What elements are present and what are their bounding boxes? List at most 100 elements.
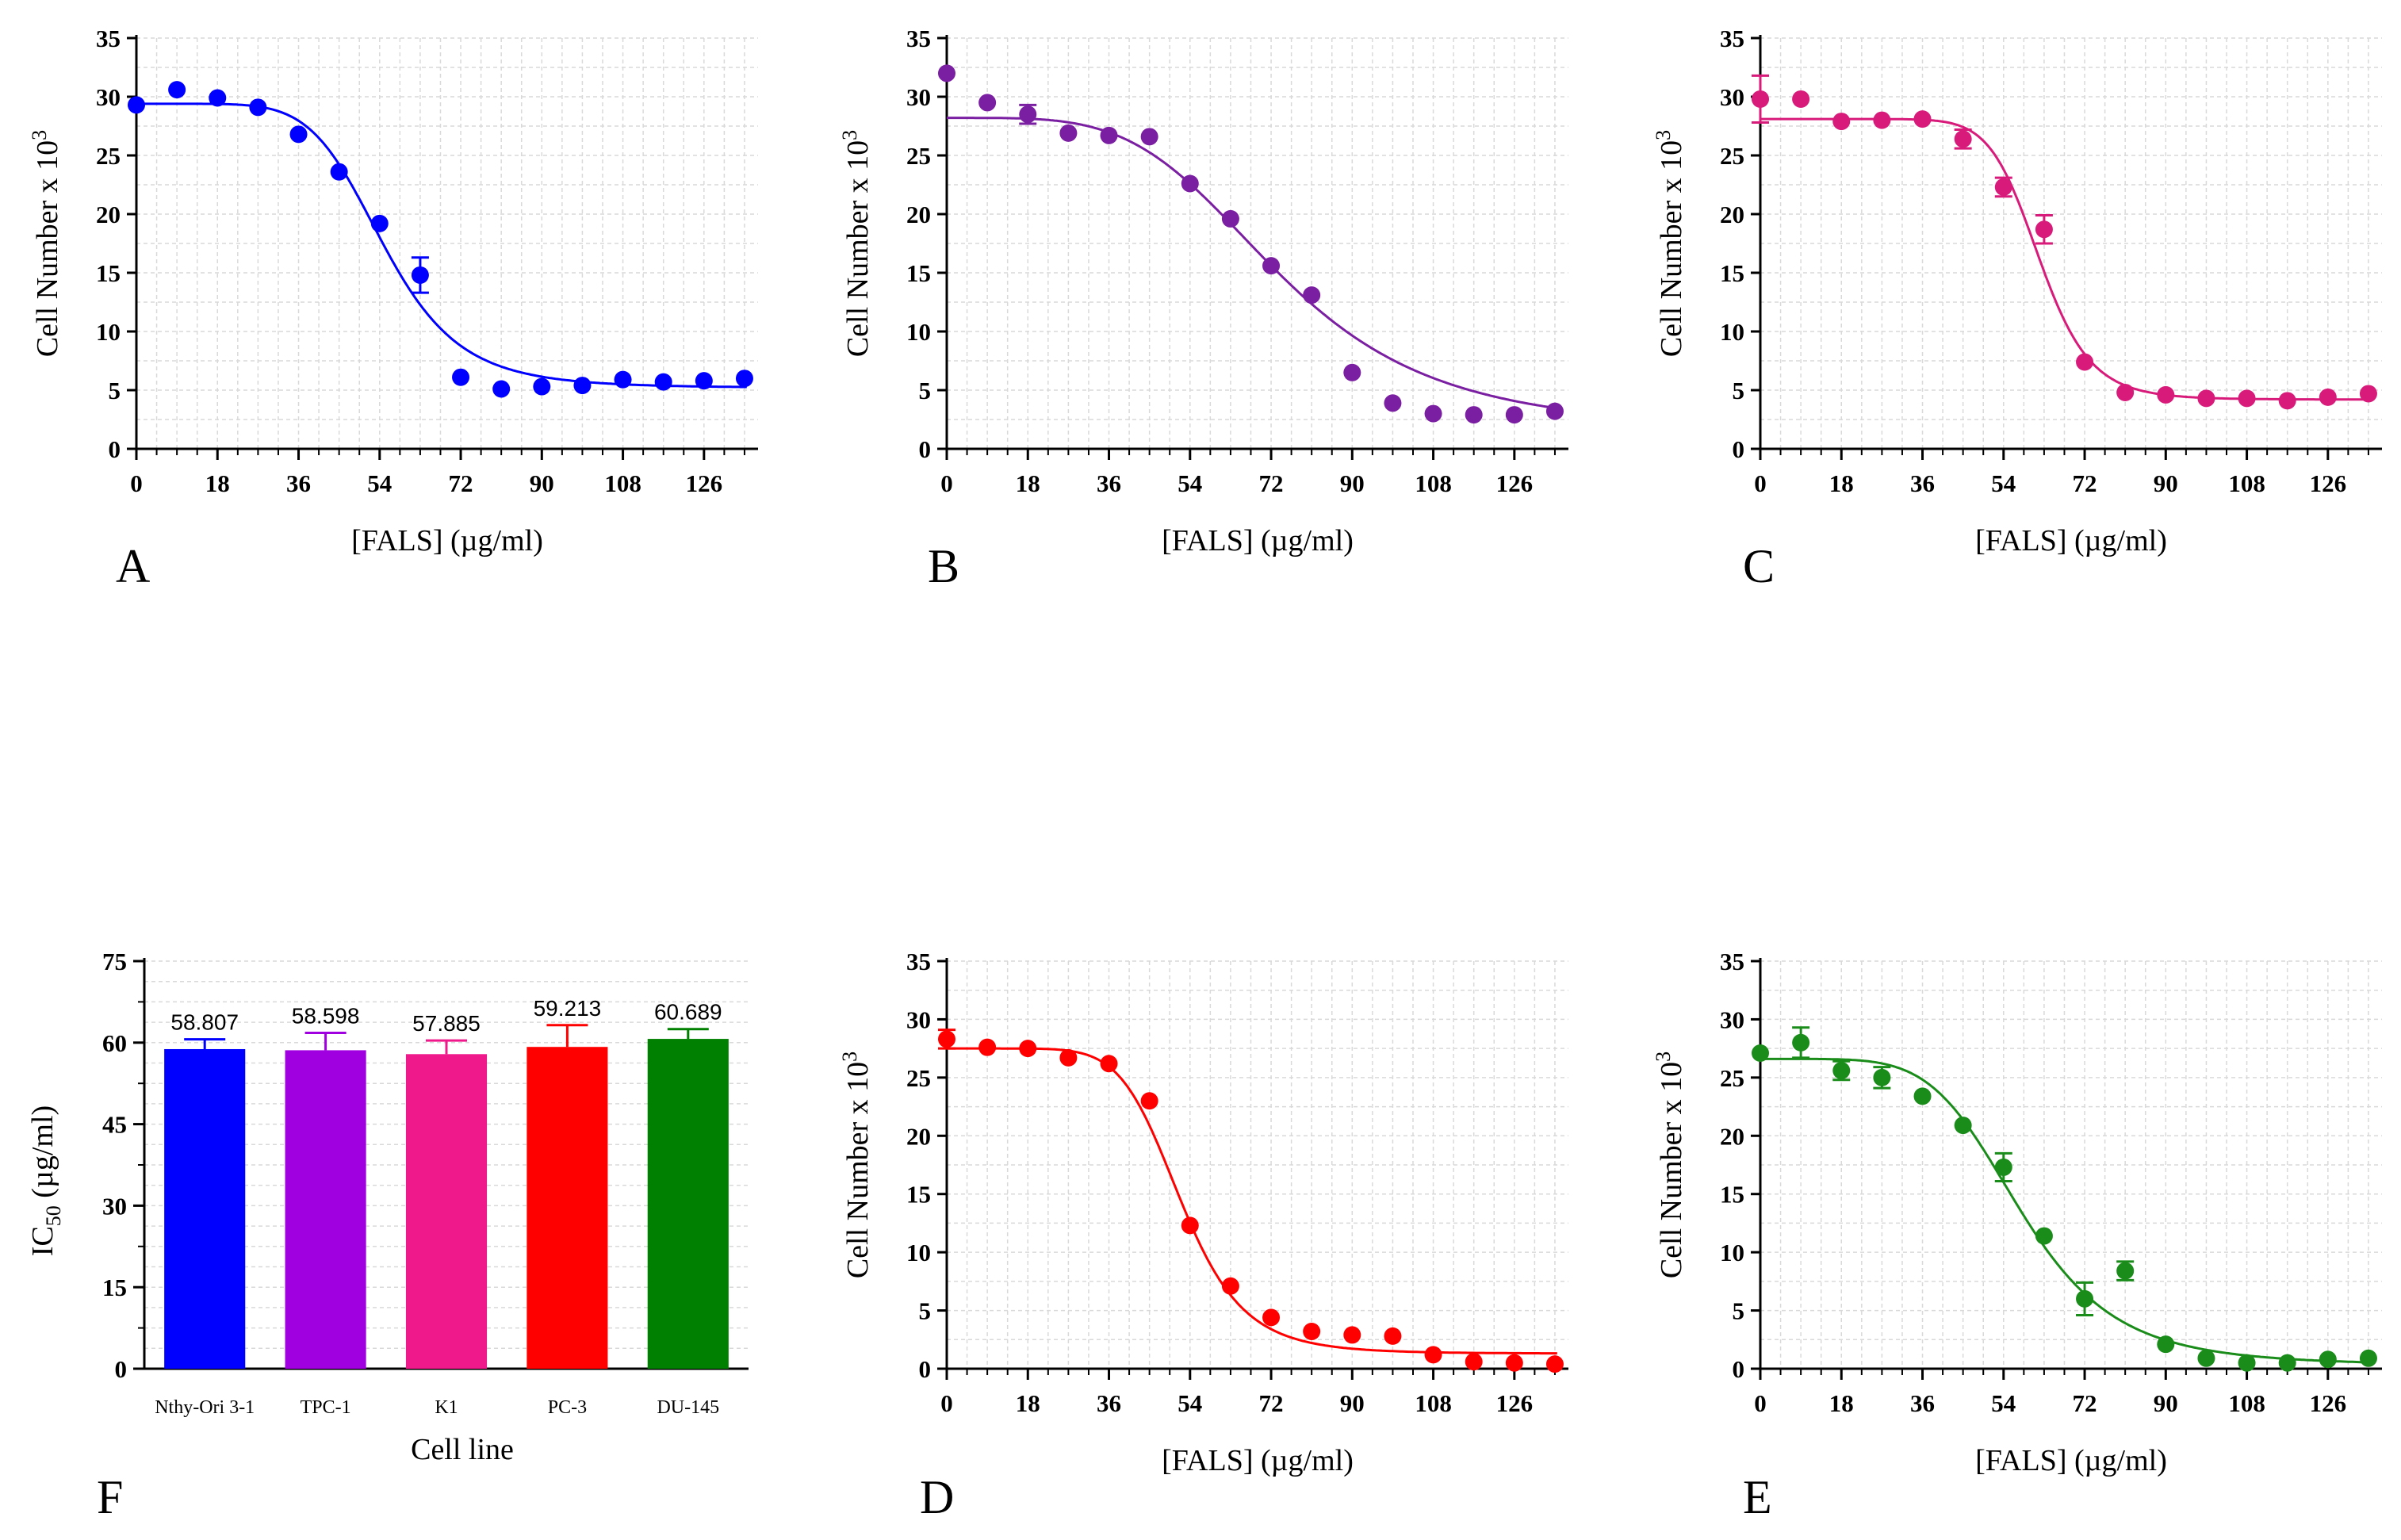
y-tick-label: 10 [1720, 1239, 1744, 1266]
y-tick-label: 0 [919, 435, 932, 463]
data-point [1424, 404, 1442, 423]
data-point [2359, 385, 2377, 403]
x-axis-title: Cell line [411, 1433, 514, 1466]
bar [285, 1050, 366, 1369]
data-point [128, 96, 145, 114]
panel-D: 0 5 10 15 20 25 30 35 0 18 36 54 72 90 108 126 [FALS] (µ… [838, 948, 1568, 1523]
category-label: DU-145 [657, 1397, 719, 1418]
y-axis-title-superscript: 3 [28, 130, 51, 140]
x-tick-label: 72 [449, 469, 473, 497]
y-axis-title-text: Cell Number x 10 [1655, 1062, 1688, 1278]
y-tick-label: 0 [115, 1355, 128, 1383]
data-point [2238, 1354, 2256, 1372]
data-point [938, 64, 955, 82]
x-tick-label: 36 [1097, 469, 1121, 497]
x-axis-title: [FALS] (µg/ml) [1975, 1444, 2167, 1477]
panel-F: 0 15 30 45 60 75 58.807 Nthy-Ori 3-1 58.598 TPC-1… [26, 948, 749, 1523]
x-tick-label: 126 [1496, 469, 1534, 497]
data-point [2197, 1349, 2215, 1367]
data-point [1913, 1087, 1932, 1105]
x-tick-label: 36 [286, 469, 311, 497]
data-point [330, 163, 348, 181]
data-point [1384, 394, 1402, 412]
data-point [1181, 174, 1199, 193]
x-tick-label: 108 [2228, 469, 2265, 497]
data-point [1913, 110, 1932, 128]
data-point [1832, 1062, 1851, 1080]
y-tick-label: 30 [906, 1006, 931, 1033]
data-point [1059, 1048, 1078, 1067]
y-tick-label: 35 [906, 948, 931, 975]
category-label: Nthy-Ori 3-1 [155, 1397, 255, 1418]
y-axis-title: IC50 (µg/ml) [26, 1105, 65, 1256]
x-tick-label: 72 [1259, 469, 1284, 497]
data-point [1954, 1117, 1972, 1135]
x-tick-label: 108 [1415, 1389, 1452, 1417]
y-tick-label: 35 [96, 25, 121, 52]
x-tick-label: 36 [1097, 1389, 1121, 1417]
data-point [1994, 1158, 2012, 1176]
x-tick-label: 72 [2073, 469, 2097, 497]
data-point [2116, 383, 2135, 401]
data-point [1505, 406, 1523, 424]
data-point [1059, 124, 1078, 142]
y-tick-label: 20 [1720, 1122, 1744, 1150]
panel-label: E [1743, 1471, 1772, 1523]
bar [405, 1054, 488, 1369]
y-tick-label: 75 [102, 948, 127, 975]
x-tick-label: 0 [1754, 1389, 1767, 1417]
y-axis-title-text: Cell Number x 10 [1655, 140, 1688, 357]
panel-A: 0 5 10 15 20 25 30 35 0 18 36 54 72 90 108 126 [FALS] (µ… [28, 25, 758, 592]
panel-label: A [116, 540, 150, 592]
data-point [1343, 1326, 1361, 1344]
data-point [1140, 128, 1158, 146]
y-tick-label: 15 [906, 1181, 931, 1209]
y-tick-label: 20 [1720, 201, 1744, 228]
y-tick-label: 35 [1720, 948, 1744, 975]
y-tick-label: 15 [96, 259, 121, 287]
y-axis-title: Cell Number x 103 [838, 1052, 875, 1278]
data-point [1873, 111, 1891, 129]
y-tick-label: 25 [1720, 1064, 1744, 1092]
y-axis-title-text: Cell Number x 10 [31, 140, 64, 357]
data-point [978, 94, 997, 112]
data-point [289, 125, 308, 144]
y-tick-label: 30 [96, 83, 121, 111]
y-tick-label: 25 [906, 142, 931, 170]
y-tick-label: 25 [1720, 142, 1744, 170]
data-point [1303, 1323, 1321, 1341]
y-tick-label: 0 [109, 435, 121, 463]
data-point [1100, 1055, 1118, 1073]
data-point [452, 368, 470, 386]
data-point [2157, 1335, 2175, 1354]
category-label: TPC-1 [301, 1397, 351, 1418]
panel-C: 0 5 10 15 20 25 30 35 0 18 36 54 72 90 108 126 [FALS] (µ… [1652, 25, 2382, 592]
data-point [2157, 385, 2175, 404]
data-point [2319, 1350, 2337, 1369]
x-tick-label: 0 [940, 469, 953, 497]
panel-B: 0 5 10 15 20 25 30 35 0 18 36 54 72 90 108 126 [FALS] (µ… [838, 25, 1568, 592]
data-point [1752, 90, 1769, 108]
x-tick-label: 36 [1910, 1389, 1935, 1417]
data-point [1545, 402, 1564, 420]
y-axis-title: Cell Number x 103 [28, 130, 64, 357]
bar-value-label: 60.689 [654, 1000, 722, 1025]
data-point [1221, 209, 1239, 228]
x-axis-title: [FALS] (µg/ml) [1975, 524, 2167, 557]
data-point [1792, 1033, 1810, 1052]
data-point [1100, 126, 1118, 144]
panel-label: B [928, 540, 959, 592]
data-point [492, 380, 511, 398]
y-tick-label: 10 [906, 1239, 931, 1266]
x-tick-label: 126 [2310, 1389, 2347, 1417]
y-tick-label: 25 [96, 142, 121, 170]
data-point [1343, 363, 1361, 381]
y-axis-title: Cell Number x 103 [1652, 130, 1688, 357]
y-axis-title: Cell Number x 103 [838, 130, 875, 357]
x-axis-title: [FALS] (µg/ml) [351, 524, 543, 557]
x-tick-label: 108 [2228, 1389, 2265, 1417]
data-point [2319, 388, 2337, 406]
y-tick-label: 10 [96, 318, 121, 346]
y-tick-label: 5 [1733, 377, 1745, 404]
